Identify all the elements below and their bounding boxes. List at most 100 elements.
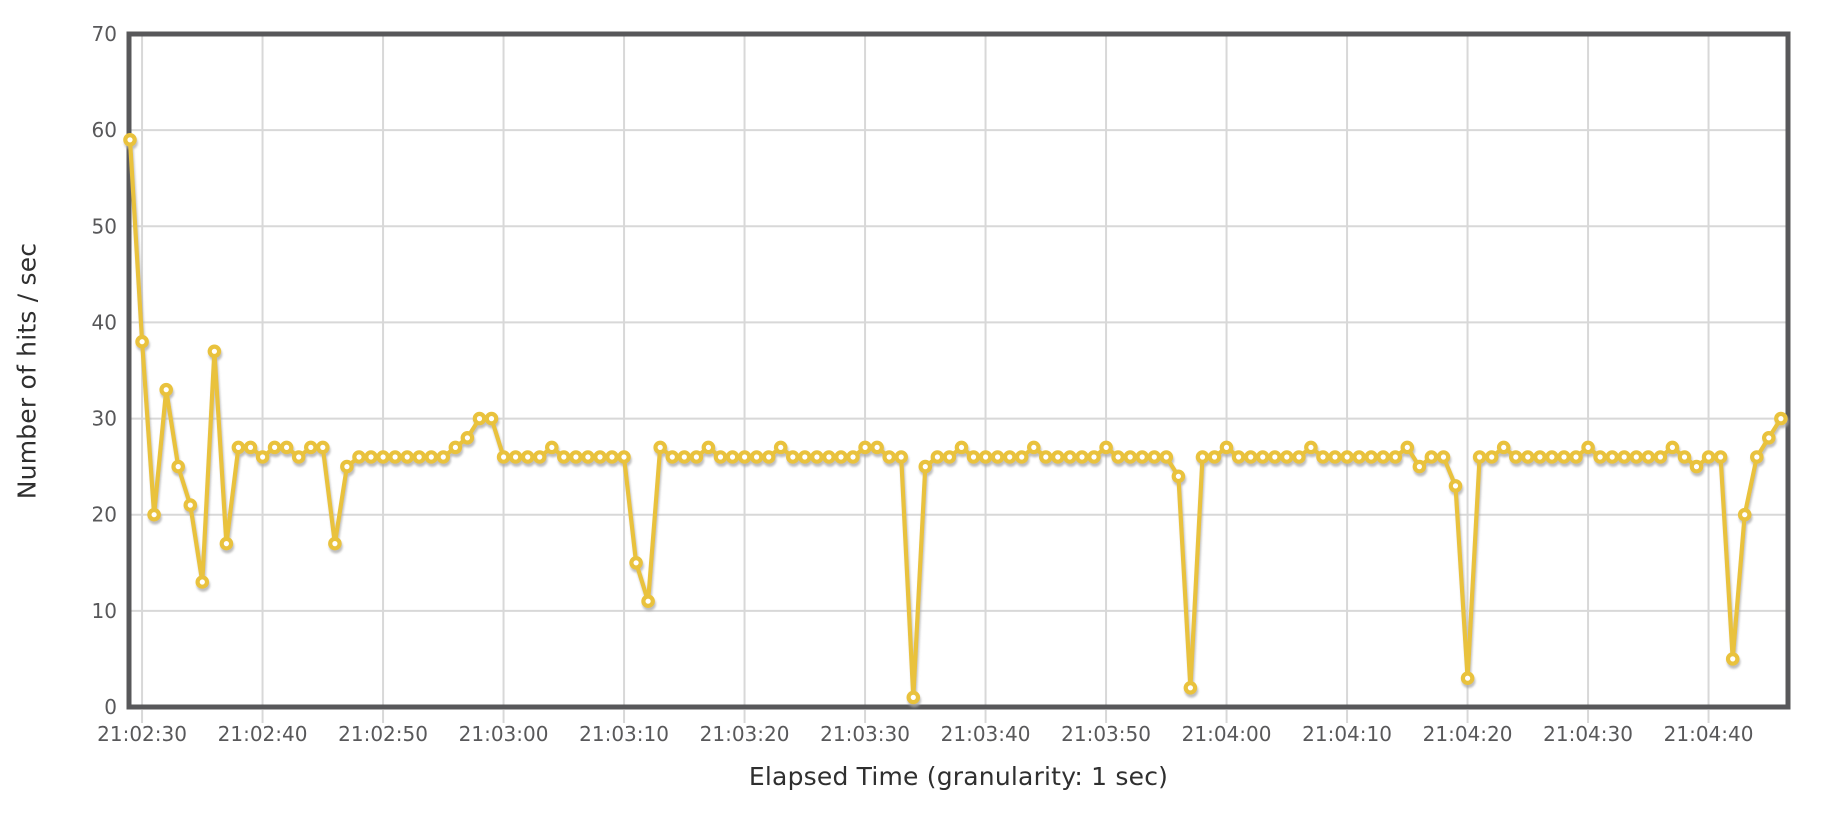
- data-point-marker: [617, 450, 631, 464]
- data-point-marker: [1255, 450, 1270, 464]
- data-point-marker: [1629, 450, 1644, 464]
- x-tick-label: 21:02:30: [97, 722, 187, 746]
- data-point-marker: [279, 440, 294, 455]
- data-point-marker: [1436, 450, 1451, 464]
- data-point-marker: [388, 450, 402, 464]
- data-point-marker: [520, 450, 535, 464]
- data-point-marker: [556, 450, 571, 464]
- data-point-marker: [653, 440, 667, 455]
- data-point-marker: [1545, 450, 1559, 464]
- data-point-marker: [593, 450, 607, 464]
- data-point-marker: [1316, 450, 1330, 464]
- data-point-marker: [1195, 450, 1210, 464]
- data-point-marker: [123, 133, 137, 147]
- data-point-marker: [1207, 450, 1222, 464]
- data-point-marker: [1725, 652, 1740, 666]
- y-tick-label: 20: [92, 503, 117, 527]
- x-tick-label: 21:03:40: [941, 722, 1031, 746]
- data-point-marker: [159, 382, 173, 397]
- data-point-marker: [376, 450, 390, 464]
- data-point-marker: [1593, 450, 1607, 464]
- data-point-marker: [183, 498, 198, 512]
- data-point-marker: [858, 440, 872, 455]
- y-tick-label: 50: [92, 214, 117, 238]
- data-point-marker: [448, 440, 463, 455]
- data-point-marker: [942, 450, 957, 464]
- data-point-marker: [231, 440, 246, 455]
- data-point-marker: [1075, 450, 1089, 464]
- data-point-marker: [1641, 450, 1656, 464]
- data-point-marker: [1364, 450, 1378, 464]
- y-tick-label: 70: [92, 22, 117, 46]
- data-point-marker: [1713, 450, 1728, 464]
- x-tick-label: 21:04:10: [1302, 722, 1392, 746]
- data-point-marker: [1581, 440, 1595, 455]
- data-point-marker: [1304, 440, 1318, 455]
- data-point-marker: [1689, 459, 1704, 474]
- data-point-marker: [1557, 450, 1571, 464]
- data-point-marker: [725, 450, 740, 464]
- data-point-marker: [1533, 450, 1547, 464]
- data-point-marker: [834, 450, 848, 464]
- data-point-marker: [171, 459, 185, 474]
- data-point-marker: [1605, 450, 1619, 464]
- data-point-marker: [1123, 450, 1137, 464]
- data-point-marker: [1376, 450, 1390, 464]
- y-tick-label: 10: [92, 599, 117, 623]
- x-tick-label: 21:02:50: [338, 722, 428, 746]
- data-point-marker: [364, 450, 378, 464]
- data-point-marker: [352, 450, 366, 464]
- data-point-marker: [1496, 440, 1511, 455]
- x-tick-label: 21:03:50: [1061, 722, 1151, 746]
- x-tick-label: 21:02:40: [218, 722, 308, 746]
- data-point-marker: [532, 450, 547, 464]
- data-point-marker: [1171, 469, 1186, 484]
- data-point-marker: [1412, 459, 1427, 474]
- data-point-marker: [1219, 440, 1234, 455]
- data-point-marker: [1268, 450, 1282, 464]
- data-point-marker: [1280, 450, 1294, 464]
- data-point-marker: [713, 450, 728, 464]
- data-point-marker: [701, 440, 716, 455]
- x-tick-label: 21:04:30: [1543, 722, 1633, 746]
- x-tick-label: 21:04:00: [1182, 722, 1272, 746]
- data-point-marker: [1014, 450, 1029, 464]
- data-point-marker: [1737, 507, 1752, 522]
- data-point-marker: [340, 459, 354, 474]
- data-point-marker: [219, 536, 234, 551]
- data-point-marker: [1243, 450, 1258, 464]
- data-point-marker: [147, 507, 161, 522]
- x-tick-label: 21:04:20: [1423, 722, 1513, 746]
- data-point-marker: [641, 594, 655, 608]
- series-hits-per-sec: [123, 133, 1788, 705]
- data-point-marker: [1665, 440, 1680, 455]
- data-point-marker: [894, 450, 908, 464]
- data-point-marker: [569, 450, 583, 464]
- data-point-marker: [1388, 450, 1403, 464]
- data-point-marker: [1701, 450, 1716, 464]
- data-point-marker: [1653, 450, 1668, 464]
- data-point-marker: [195, 575, 210, 589]
- data-point-marker: [255, 450, 270, 464]
- data-point-marker: [797, 450, 812, 464]
- data-point-marker: [1352, 450, 1366, 464]
- data-point-marker: [665, 450, 680, 464]
- data-point-marker: [303, 440, 318, 455]
- data-point-marker: [472, 411, 487, 426]
- y-tick-label: 30: [92, 407, 117, 431]
- data-point-marker: [990, 450, 1005, 464]
- data-point-marker: [436, 450, 451, 464]
- data-point-marker: [1099, 440, 1113, 455]
- data-point-marker: [822, 450, 836, 464]
- data-point-marker: [1147, 450, 1162, 464]
- data-point-marker: [1183, 680, 1198, 695]
- data-point-marker: [677, 450, 692, 464]
- data-point-marker: [1292, 450, 1306, 464]
- data-point-marker: [810, 450, 824, 464]
- x-tick-label: 21:03:20: [700, 722, 790, 746]
- data-point-marker: [1521, 450, 1535, 464]
- data-point-marker: [460, 430, 475, 445]
- data-point-marker: [1051, 450, 1065, 464]
- data-point-marker: [544, 440, 559, 455]
